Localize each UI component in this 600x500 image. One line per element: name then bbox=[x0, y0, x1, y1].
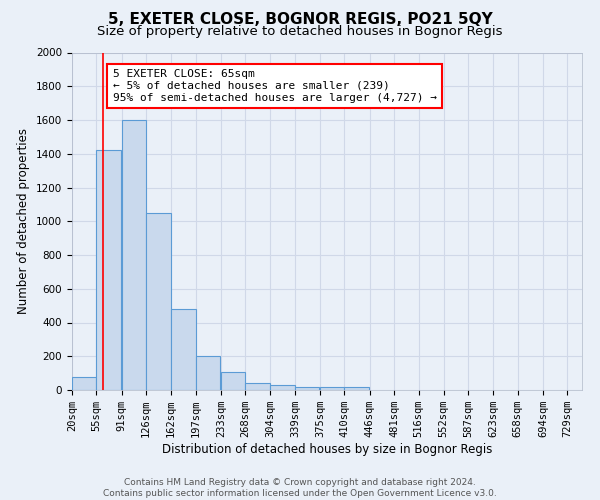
Bar bbox=[271, 385, 295, 390]
Bar bbox=[344, 388, 369, 390]
Bar bbox=[196, 356, 220, 390]
Text: Contains HM Land Registry data © Crown copyright and database right 2024.
Contai: Contains HM Land Registry data © Crown c… bbox=[103, 478, 497, 498]
Bar bbox=[221, 372, 245, 390]
X-axis label: Distribution of detached houses by size in Bognor Regis: Distribution of detached houses by size … bbox=[162, 443, 492, 456]
Bar bbox=[72, 376, 97, 390]
Bar bbox=[146, 213, 170, 390]
Bar bbox=[320, 386, 344, 390]
Y-axis label: Number of detached properties: Number of detached properties bbox=[17, 128, 31, 314]
Bar bbox=[171, 309, 196, 390]
Bar bbox=[245, 383, 270, 390]
Text: 5, EXETER CLOSE, BOGNOR REGIS, PO21 5QY: 5, EXETER CLOSE, BOGNOR REGIS, PO21 5QY bbox=[107, 12, 493, 28]
Bar bbox=[122, 120, 146, 390]
Bar bbox=[295, 386, 319, 390]
Text: Size of property relative to detached houses in Bognor Regis: Size of property relative to detached ho… bbox=[97, 25, 503, 38]
Bar bbox=[97, 150, 121, 390]
Text: 5 EXETER CLOSE: 65sqm
← 5% of detached houses are smaller (239)
95% of semi-deta: 5 EXETER CLOSE: 65sqm ← 5% of detached h… bbox=[113, 70, 437, 102]
